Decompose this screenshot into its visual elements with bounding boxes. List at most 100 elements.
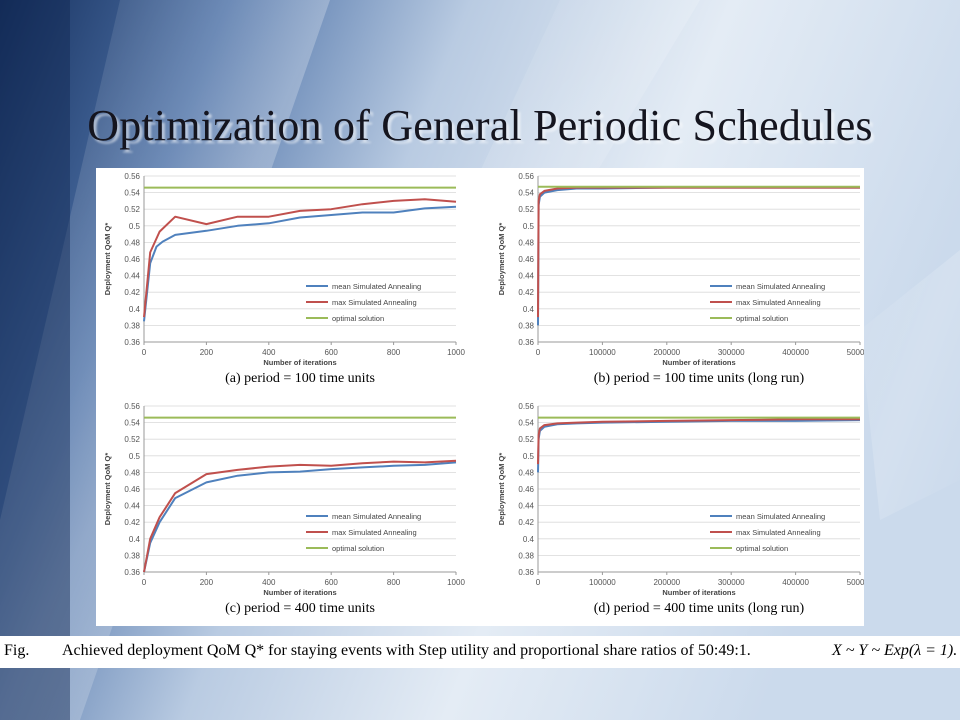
y-tick-label: 0.46 bbox=[124, 485, 140, 494]
x-tick-label: 100000 bbox=[589, 348, 616, 357]
y-tick-label: 0.36 bbox=[124, 568, 140, 577]
y-tick-label: 0.5 bbox=[129, 222, 141, 231]
y-tick-label: 0.48 bbox=[518, 238, 534, 247]
legend-label: max Simulated Annealing bbox=[332, 528, 417, 537]
caption-text: Achieved deployment QoM Q* for staying e… bbox=[62, 642, 751, 659]
series-line-max bbox=[143, 459, 457, 573]
chart-subcaption: (d) period = 400 time units (long run) bbox=[594, 601, 805, 616]
x-tick-label: 200 bbox=[200, 348, 214, 357]
x-tick-label: 200000 bbox=[653, 348, 680, 357]
y-tick-label: 0.5 bbox=[523, 452, 535, 461]
chart-panel-0: 0.36 0.38 0.4 0.42 0.44 0.46 0.48 0.5 0.52 0.54 0.… bbox=[103, 172, 465, 386]
y-tick-label: 0.4 bbox=[129, 305, 141, 314]
y-tick-label: 0.38 bbox=[518, 551, 534, 560]
x-axis-label: Number of iterations bbox=[662, 358, 735, 367]
x-tick-label: 300000 bbox=[718, 348, 745, 357]
chart-subcaption: (c) period = 400 time units bbox=[225, 601, 375, 616]
x-tick-label: 400 bbox=[262, 348, 276, 357]
series-line-max bbox=[537, 418, 860, 465]
y-tick-label: 0.42 bbox=[518, 288, 534, 297]
y-tick-label: 0.56 bbox=[124, 172, 140, 181]
chart-grid: 0.36 0.38 0.4 0.42 0.44 0.46 0.48 0.5 0.52 0.54 0.… bbox=[103, 172, 864, 616]
x-tick-label: 500000 bbox=[847, 348, 864, 357]
legend-label: max Simulated Annealing bbox=[736, 298, 821, 307]
chart-panel-3: 0.36 0.38 0.4 0.42 0.44 0.46 0.48 0.5 0.52 0.54 0.… bbox=[497, 402, 864, 616]
x-tick-label: 600 bbox=[325, 348, 339, 357]
y-axis-label: Deployment QoM Q* bbox=[497, 453, 506, 526]
y-tick-label: 0.5 bbox=[523, 222, 535, 231]
y-tick-label: 0.56 bbox=[124, 402, 140, 411]
series-line-mean bbox=[143, 461, 457, 573]
y-axis-label: Deployment QoM Q* bbox=[103, 223, 112, 296]
y-tick-label: 0.42 bbox=[124, 288, 140, 297]
y-tick-label: 0.42 bbox=[124, 518, 140, 527]
y-tick-label: 0.48 bbox=[124, 468, 140, 477]
y-tick-label: 0.42 bbox=[518, 518, 534, 527]
y-tick-label: 0.4 bbox=[129, 535, 141, 544]
x-tick-label: 200 bbox=[200, 578, 214, 587]
legend-label: mean Simulated Annealing bbox=[736, 512, 825, 521]
x-tick-label: 0 bbox=[142, 348, 147, 357]
y-tick-label: 0.54 bbox=[124, 419, 140, 428]
caption-bar bbox=[0, 636, 960, 668]
figure-panel: 0.36 0.38 0.4 0.42 0.44 0.46 0.48 0.5 0.52 0.54 0.… bbox=[96, 168, 864, 626]
y-tick-label: 0.38 bbox=[124, 321, 140, 330]
caption-math: X ~ Y ~ Exp(λ = 1). bbox=[832, 642, 958, 659]
y-tick-label: 0.54 bbox=[518, 419, 534, 428]
legend-label: max Simulated Annealing bbox=[736, 528, 821, 537]
y-tick-label: 0.56 bbox=[518, 172, 534, 181]
y-tick-label: 0.48 bbox=[124, 238, 140, 247]
legend-label: optimal solution bbox=[332, 314, 384, 323]
legend-label: max Simulated Annealing bbox=[332, 298, 417, 307]
y-tick-label: 0.38 bbox=[124, 551, 140, 560]
y-tick-label: 0.44 bbox=[518, 502, 534, 511]
y-tick-label: 0.46 bbox=[124, 255, 140, 264]
caption-label: Fig. bbox=[4, 642, 30, 659]
x-tick-label: 200000 bbox=[653, 578, 680, 587]
x-tick-label: 400000 bbox=[782, 578, 809, 587]
y-tick-label: 0.48 bbox=[518, 468, 534, 477]
x-axis-label: Number of iterations bbox=[263, 588, 336, 597]
x-tick-label: 600 bbox=[325, 578, 339, 587]
chart-panel-1: 0.36 0.38 0.4 0.42 0.44 0.46 0.48 0.5 0.52 0.54 0.… bbox=[497, 172, 864, 386]
y-tick-label: 0.44 bbox=[124, 502, 140, 511]
y-tick-label: 0.54 bbox=[518, 189, 534, 198]
x-tick-label: 100000 bbox=[589, 578, 616, 587]
slide-title: Optimization of General Periodic Schedul… bbox=[87, 101, 873, 150]
y-tick-label: 0.44 bbox=[124, 272, 140, 281]
x-tick-label: 400000 bbox=[782, 348, 809, 357]
x-tick-label: 0 bbox=[536, 348, 541, 357]
series-line-mean bbox=[143, 205, 457, 322]
y-tick-label: 0.52 bbox=[518, 435, 534, 444]
x-tick-label: 500000 bbox=[847, 578, 864, 587]
x-tick-label: 1000 bbox=[447, 578, 465, 587]
y-tick-label: 0.56 bbox=[518, 402, 534, 411]
legend-label: optimal solution bbox=[736, 544, 788, 553]
y-tick-label: 0.38 bbox=[518, 321, 534, 330]
x-tick-label: 800 bbox=[387, 578, 401, 587]
x-tick-label: 400 bbox=[262, 578, 276, 587]
y-axis-label: Deployment QoM Q* bbox=[103, 453, 112, 526]
y-tick-label: 0.4 bbox=[523, 305, 535, 314]
series-line-max bbox=[143, 198, 457, 318]
y-tick-label: 0.52 bbox=[518, 205, 534, 214]
x-tick-label: 0 bbox=[142, 578, 147, 587]
x-tick-label: 300000 bbox=[718, 578, 745, 587]
y-tick-label: 0.46 bbox=[518, 485, 534, 494]
y-tick-label: 0.4 bbox=[523, 535, 535, 544]
x-tick-label: 800 bbox=[387, 348, 401, 357]
chart-panel-2: 0.36 0.38 0.4 0.42 0.44 0.46 0.48 0.5 0.52 0.54 0.… bbox=[103, 402, 465, 616]
x-axis-label: Number of iterations bbox=[662, 588, 735, 597]
chart-subcaption: (b) period = 100 time units (long run) bbox=[594, 371, 805, 386]
x-tick-label: 0 bbox=[536, 578, 541, 587]
y-axis-label: Deployment QoM Q* bbox=[497, 223, 506, 296]
y-tick-label: 0.54 bbox=[124, 189, 140, 198]
legend-label: optimal solution bbox=[736, 314, 788, 323]
y-tick-label: 0.46 bbox=[518, 255, 534, 264]
legend-label: mean Simulated Annealing bbox=[736, 282, 825, 291]
y-tick-label: 0.36 bbox=[518, 338, 534, 347]
legend-label: mean Simulated Annealing bbox=[332, 282, 421, 291]
series-line-mean bbox=[537, 419, 861, 473]
legend-label: optimal solution bbox=[332, 544, 384, 553]
y-tick-label: 0.5 bbox=[129, 452, 141, 461]
